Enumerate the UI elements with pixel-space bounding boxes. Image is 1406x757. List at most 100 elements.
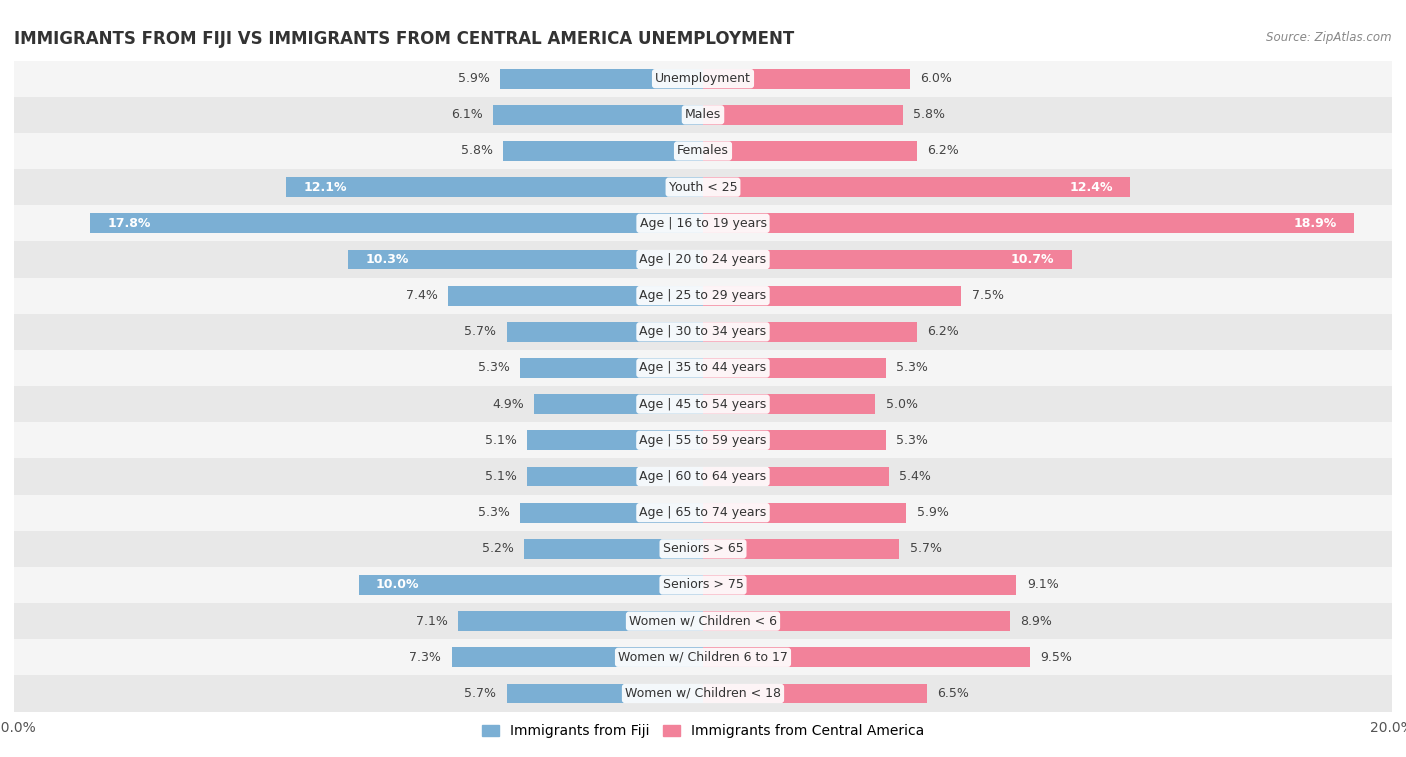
Text: Youth < 25: Youth < 25 — [669, 181, 737, 194]
Text: 5.7%: 5.7% — [464, 326, 496, 338]
Text: 10.7%: 10.7% — [1011, 253, 1054, 266]
Bar — [703, 575, 1017, 595]
Bar — [527, 431, 703, 450]
Text: Age | 65 to 74 years: Age | 65 to 74 years — [640, 506, 766, 519]
Text: 5.0%: 5.0% — [886, 397, 918, 410]
Text: 4.9%: 4.9% — [492, 397, 524, 410]
Text: Age | 45 to 54 years: Age | 45 to 54 years — [640, 397, 766, 410]
Text: 10.0%: 10.0% — [375, 578, 419, 591]
Text: 12.1%: 12.1% — [304, 181, 347, 194]
Bar — [14, 241, 1392, 278]
Text: 5.3%: 5.3% — [478, 506, 510, 519]
Text: 5.9%: 5.9% — [917, 506, 949, 519]
Bar — [14, 531, 1392, 567]
Bar — [14, 278, 1392, 313]
Text: Unemployment: Unemployment — [655, 72, 751, 85]
Text: 10.3%: 10.3% — [366, 253, 409, 266]
Bar — [520, 503, 703, 522]
Bar — [703, 141, 917, 161]
Bar — [524, 539, 703, 559]
Text: Seniors > 65: Seniors > 65 — [662, 542, 744, 556]
Bar — [14, 603, 1392, 639]
Bar — [499, 69, 703, 89]
Bar — [494, 105, 703, 125]
Bar — [359, 575, 703, 595]
Text: Women w/ Children 6 to 17: Women w/ Children 6 to 17 — [619, 651, 787, 664]
Text: 5.8%: 5.8% — [461, 145, 494, 157]
Text: 7.4%: 7.4% — [406, 289, 437, 302]
Bar — [14, 494, 1392, 531]
Text: 5.3%: 5.3% — [896, 434, 928, 447]
Text: Age | 30 to 34 years: Age | 30 to 34 years — [640, 326, 766, 338]
Bar — [90, 213, 703, 233]
Text: 5.3%: 5.3% — [896, 362, 928, 375]
Bar — [703, 250, 1071, 269]
Bar — [287, 177, 703, 197]
Text: 5.4%: 5.4% — [900, 470, 931, 483]
Bar — [14, 169, 1392, 205]
Text: 12.4%: 12.4% — [1070, 181, 1114, 194]
Bar — [520, 358, 703, 378]
Bar — [703, 322, 917, 341]
Text: 18.9%: 18.9% — [1294, 217, 1337, 230]
Bar — [14, 675, 1392, 712]
Text: 5.8%: 5.8% — [912, 108, 945, 121]
Text: Age | 55 to 59 years: Age | 55 to 59 years — [640, 434, 766, 447]
Text: Women w/ Children < 18: Women w/ Children < 18 — [626, 687, 780, 700]
Bar — [703, 503, 907, 522]
Bar — [14, 459, 1392, 494]
Text: Source: ZipAtlas.com: Source: ZipAtlas.com — [1267, 31, 1392, 44]
Text: 5.3%: 5.3% — [478, 362, 510, 375]
Text: 5.9%: 5.9% — [457, 72, 489, 85]
Bar — [703, 69, 910, 89]
Text: 6.2%: 6.2% — [927, 326, 959, 338]
Text: 6.5%: 6.5% — [938, 687, 969, 700]
Text: Females: Females — [678, 145, 728, 157]
Bar — [349, 250, 703, 269]
Bar — [506, 684, 703, 703]
Text: Age | 20 to 24 years: Age | 20 to 24 years — [640, 253, 766, 266]
Bar — [703, 105, 903, 125]
Bar — [506, 322, 703, 341]
Bar — [703, 358, 886, 378]
Bar — [703, 177, 1130, 197]
Bar — [527, 466, 703, 487]
Bar — [703, 431, 886, 450]
Bar — [703, 394, 875, 414]
Text: 6.0%: 6.0% — [920, 72, 952, 85]
Text: 5.7%: 5.7% — [910, 542, 942, 556]
Bar — [14, 386, 1392, 422]
Text: 9.1%: 9.1% — [1026, 578, 1059, 591]
Bar — [14, 97, 1392, 133]
Bar — [14, 567, 1392, 603]
Bar — [703, 466, 889, 487]
Text: 8.9%: 8.9% — [1019, 615, 1052, 628]
Text: 17.8%: 17.8% — [107, 217, 150, 230]
Text: 9.5%: 9.5% — [1040, 651, 1073, 664]
Text: Age | 35 to 44 years: Age | 35 to 44 years — [640, 362, 766, 375]
Bar — [14, 350, 1392, 386]
Text: 5.7%: 5.7% — [464, 687, 496, 700]
Text: 7.5%: 7.5% — [972, 289, 1004, 302]
Text: 6.1%: 6.1% — [451, 108, 482, 121]
Text: Age | 16 to 19 years: Age | 16 to 19 years — [640, 217, 766, 230]
Bar — [14, 422, 1392, 459]
Bar — [14, 61, 1392, 97]
Bar — [14, 313, 1392, 350]
Text: IMMIGRANTS FROM FIJI VS IMMIGRANTS FROM CENTRAL AMERICA UNEMPLOYMENT: IMMIGRANTS FROM FIJI VS IMMIGRANTS FROM … — [14, 30, 794, 48]
Bar — [703, 285, 962, 306]
Bar — [14, 639, 1392, 675]
Bar — [451, 647, 703, 667]
Text: Women w/ Children < 6: Women w/ Children < 6 — [628, 615, 778, 628]
Legend: Immigrants from Fiji, Immigrants from Central America: Immigrants from Fiji, Immigrants from Ce… — [477, 718, 929, 743]
Bar — [458, 611, 703, 631]
Bar — [703, 213, 1354, 233]
Text: 7.1%: 7.1% — [416, 615, 449, 628]
Text: 5.1%: 5.1% — [485, 434, 517, 447]
Bar — [703, 684, 927, 703]
Bar — [14, 205, 1392, 241]
Text: Seniors > 75: Seniors > 75 — [662, 578, 744, 591]
Bar — [503, 141, 703, 161]
Text: Age | 25 to 29 years: Age | 25 to 29 years — [640, 289, 766, 302]
Bar — [14, 133, 1392, 169]
